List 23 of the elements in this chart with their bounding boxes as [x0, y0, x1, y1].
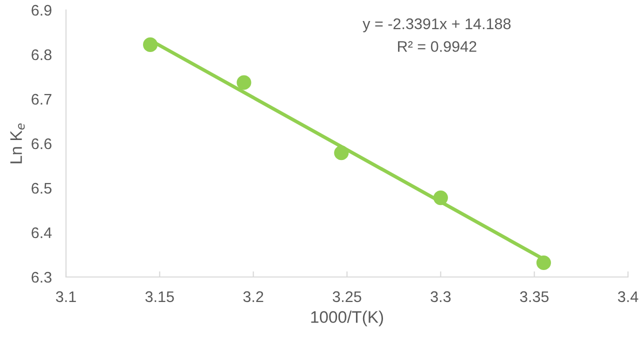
- x-tick-label: 3.1: [56, 291, 76, 302]
- annotation: y = -2.3391x + 14.188: [362, 18, 511, 32]
- x-tick-label: 3.15: [145, 291, 174, 302]
- point: [536, 255, 551, 270]
- y-axis-title: Ln K$_{e}$: [10, 123, 25, 164]
- x-tick-label: 3.35: [520, 291, 549, 302]
- x-tick-label: 3.4: [618, 291, 638, 302]
- x-axis-title: 1000/T(K): [311, 310, 384, 326]
- x-tick-label: 3.25: [332, 291, 362, 302]
- point: [334, 146, 349, 160]
- y-tick-label: 6.5: [32, 182, 52, 194]
- annotation: R² = 0.9942: [398, 41, 476, 52]
- x-tick-label: 3.2: [243, 291, 264, 302]
- point: [433, 190, 448, 206]
- x-tick-label: 3.3: [430, 291, 451, 302]
- y-tick-label: 6.4: [32, 227, 52, 238]
- y-tick-label: 6.3: [32, 272, 52, 283]
- point: [143, 37, 158, 52]
- y-tick-label: 6.8: [32, 49, 52, 60]
- y-tick-label: 6.9: [32, 4, 52, 16]
- y-tick-label: 6.7: [32, 94, 52, 105]
- y-tick-label: 6.6: [32, 138, 52, 150]
- point: [236, 75, 252, 90]
